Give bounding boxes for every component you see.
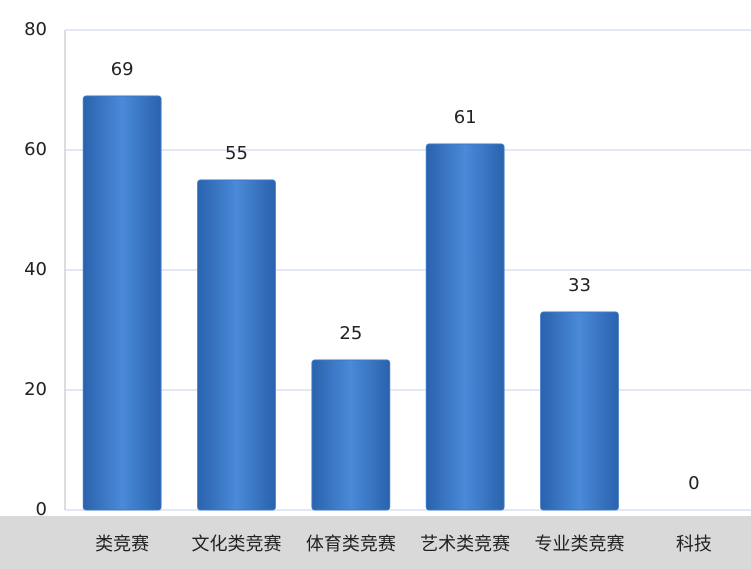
x-tick-label: 科技 bbox=[676, 534, 712, 555]
bar bbox=[311, 359, 391, 511]
value-label: 69 bbox=[111, 59, 134, 80]
bar bbox=[425, 143, 505, 511]
x-tick-label: 体育类竞赛 bbox=[306, 534, 396, 555]
value-label: 33 bbox=[568, 275, 591, 296]
bar bbox=[82, 95, 162, 511]
y-tick-label: 80 bbox=[24, 19, 47, 40]
x-tick-label: 专业类竞赛 bbox=[535, 534, 625, 555]
x-tick-label: 艺术类竞赛 bbox=[420, 534, 510, 555]
value-label: 61 bbox=[454, 107, 477, 128]
value-label: 0 bbox=[688, 473, 699, 494]
x-tick-label: 文化类竞赛 bbox=[192, 534, 282, 555]
bar bbox=[540, 311, 619, 511]
category-band bbox=[0, 516, 751, 569]
y-tick-label: 40 bbox=[24, 259, 47, 280]
y-tick-label: 0 bbox=[36, 499, 47, 520]
y-tick-label: 20 bbox=[24, 379, 47, 400]
value-label: 55 bbox=[225, 143, 248, 164]
bar bbox=[197, 179, 276, 511]
y-tick-label: 60 bbox=[24, 139, 47, 160]
x-tick-label: 类竞赛 bbox=[95, 534, 149, 555]
value-label: 25 bbox=[339, 323, 362, 344]
